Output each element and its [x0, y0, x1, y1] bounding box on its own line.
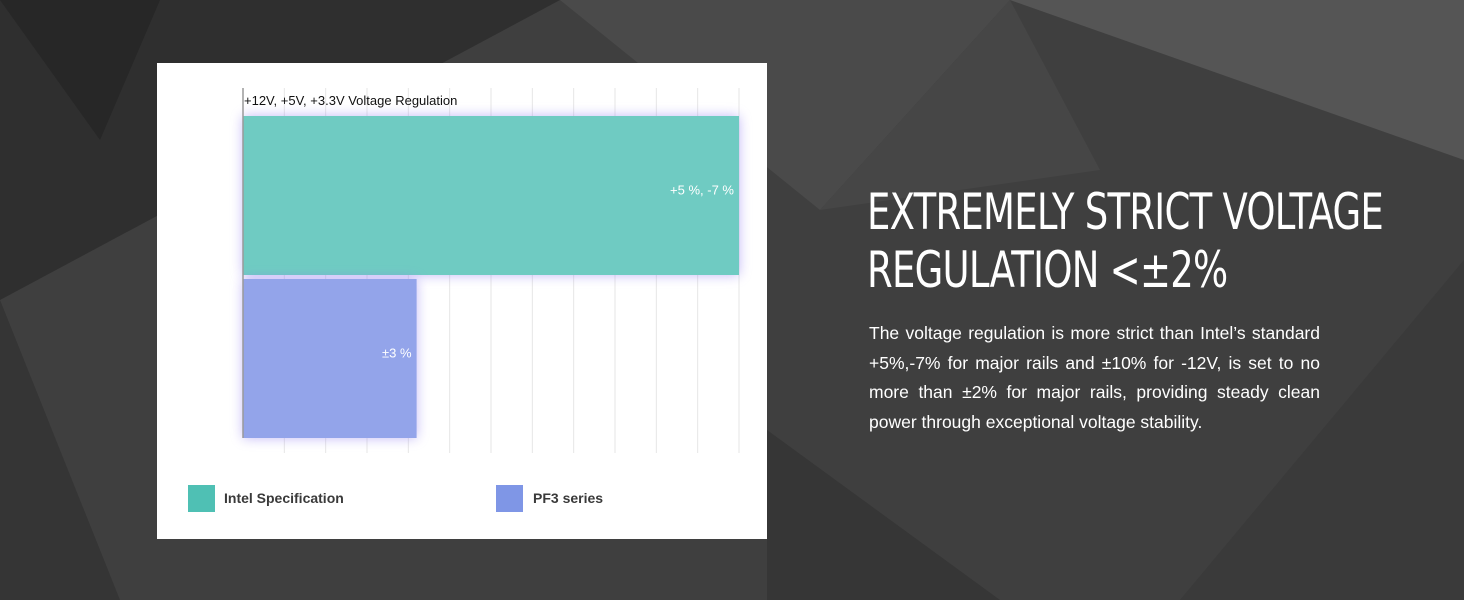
- legend-label-pf3: PF3 series: [533, 490, 603, 506]
- legend-swatch-pf3: [496, 485, 523, 512]
- headline-line-2: REGULATION <±2%: [867, 241, 1228, 299]
- data-label-pf3: ±3 %: [382, 346, 412, 361]
- bar-chart: +5 %, -7 % ±3 % +12V, +5V, +3.3V Voltage …: [188, 88, 740, 512]
- chart-title: +12V, +5V, +3.3V Voltage Regulation: [244, 93, 457, 108]
- data-label-intel: +5 %, -7 %: [670, 183, 734, 198]
- headline-line-1: EXTREMELY STRICT VOLTAGE: [867, 183, 1384, 241]
- bar-pf3-series: [243, 279, 417, 438]
- bars: +5 %, -7 % ±3 %: [243, 116, 739, 438]
- legend: Intel Specification PF3 series: [188, 485, 603, 512]
- legend-swatch-intel: [188, 485, 215, 512]
- chart-card: +5 %, -7 % ±3 % +12V, +5V, +3.3V Voltage …: [157, 63, 767, 539]
- legend-label-intel: Intel Specification: [224, 490, 344, 506]
- body-copy: The voltage regulation is more strict th…: [869, 323, 1320, 432]
- bar-intel-specification: [243, 116, 739, 275]
- headline: EXTREMELY STRICT VOLTAGE REGULATION <±2%: [867, 183, 1384, 299]
